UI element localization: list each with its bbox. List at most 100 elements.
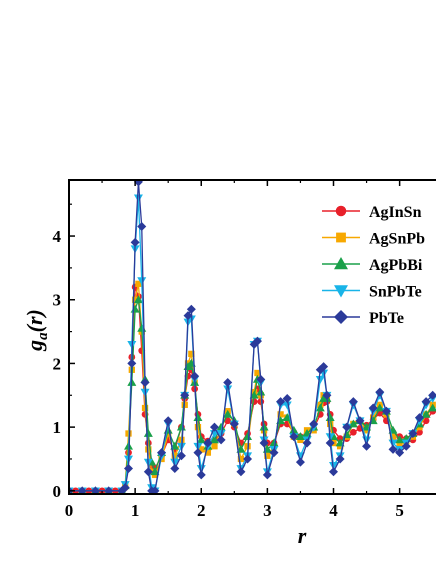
- data-point: [186, 304, 196, 314]
- data-point: [143, 467, 153, 477]
- x-tick-label: 5: [395, 501, 404, 520]
- series-line-pbte: [69, 181, 434, 492]
- data-point: [120, 483, 130, 493]
- data-point: [422, 417, 430, 425]
- data-point: [262, 470, 272, 480]
- data-point: [322, 390, 332, 400]
- data-point: [133, 180, 143, 187]
- data-point: [428, 390, 436, 400]
- legend-item-agsnpb: AgSnPb: [322, 231, 425, 248]
- data-point: [216, 422, 226, 431]
- legend-item-snpbte: SnPbTe: [322, 284, 422, 301]
- legend-label: AgInSn: [369, 204, 422, 221]
- data-point: [277, 411, 284, 418]
- data-point: [130, 304, 140, 313]
- data-point: [401, 441, 411, 451]
- data-point: [362, 441, 372, 451]
- data-point: [237, 455, 245, 463]
- data-point: [421, 409, 431, 418]
- legend-marker: [334, 257, 348, 270]
- data-point: [194, 423, 202, 431]
- data-point: [216, 435, 226, 445]
- data-point: [216, 430, 226, 438]
- data-point: [137, 221, 147, 231]
- data-point: [264, 452, 271, 459]
- data-point: [388, 439, 398, 448]
- x-tick-label: 3: [263, 501, 272, 520]
- data-point: [140, 378, 150, 388]
- data-point: [125, 430, 132, 437]
- data-point: [259, 438, 269, 448]
- data-point: [127, 358, 137, 368]
- data-point: [180, 390, 190, 400]
- data-point: [388, 444, 398, 454]
- data-point: [223, 378, 233, 388]
- x-tick-label: 1: [131, 501, 140, 520]
- data-point: [282, 393, 292, 403]
- data-point: [170, 458, 180, 467]
- data-point: [157, 448, 167, 458]
- data-point: [137, 277, 147, 286]
- legend-label: SnPbTe: [369, 284, 422, 301]
- data-point: [236, 467, 246, 477]
- data-point: [163, 416, 173, 426]
- x-axis-label: r: [298, 523, 307, 548]
- data-point: [302, 438, 312, 448]
- plot-frame: [68, 179, 436, 495]
- y-tick-label: 4: [53, 227, 62, 246]
- data-point: [196, 470, 206, 480]
- data-point: [408, 428, 418, 438]
- legend-item-aginsn: AgInSn: [322, 204, 422, 221]
- data-point: [90, 486, 100, 494]
- data-point: [282, 401, 292, 410]
- data-point: [223, 409, 233, 418]
- legend-label: AgSnPb: [369, 231, 425, 248]
- data-point: [133, 295, 143, 304]
- data-point: [137, 323, 147, 332]
- data-point: [428, 403, 436, 412]
- data-point: [295, 457, 305, 467]
- legend-item-pbte: PbTe: [322, 310, 404, 327]
- data-point: [315, 403, 325, 412]
- data-point: [269, 438, 279, 447]
- y-tick-label: 0: [53, 482, 62, 501]
- legend-marker: [334, 285, 348, 298]
- series-layer: [69, 180, 436, 494]
- data-point: [421, 397, 431, 407]
- data-point: [133, 194, 143, 203]
- data-point: [196, 435, 206, 444]
- data-point: [289, 432, 299, 442]
- data-point: [349, 428, 357, 436]
- legend-marker: [334, 310, 348, 324]
- data-point: [209, 422, 219, 432]
- data-point: [395, 435, 405, 444]
- legend-item-agpbbi: AgPbBi: [322, 257, 423, 274]
- data-point: [204, 449, 212, 456]
- data-point: [224, 417, 232, 425]
- svg-text:ga(r): ga(r): [22, 309, 51, 352]
- data-point: [355, 416, 365, 426]
- data-point: [315, 375, 325, 384]
- data-point: [104, 486, 114, 494]
- data-point: [193, 413, 203, 421]
- data-point: [348, 397, 358, 407]
- data-point: [375, 403, 385, 412]
- series-pbte: [69, 180, 436, 494]
- data-point: [319, 362, 329, 372]
- data-point: [171, 452, 178, 459]
- data-point: [269, 448, 279, 458]
- data-point: [198, 446, 205, 453]
- data-point: [309, 419, 319, 429]
- data-point: [170, 464, 180, 474]
- data-point: [143, 428, 153, 437]
- data-point: [342, 422, 352, 432]
- data-point: [243, 432, 253, 441]
- data-point: [229, 419, 239, 429]
- data-point: [327, 420, 334, 428]
- data-point: [389, 433, 397, 440]
- data-point: [150, 486, 160, 494]
- data-point: [325, 438, 335, 448]
- data-point: [414, 413, 424, 423]
- data-point: [256, 374, 266, 384]
- data-point: [203, 438, 213, 448]
